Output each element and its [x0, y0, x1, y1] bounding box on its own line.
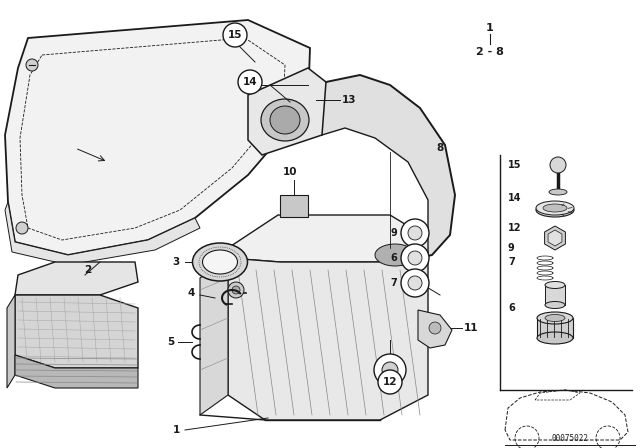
Ellipse shape — [375, 244, 415, 266]
Ellipse shape — [537, 312, 573, 324]
Polygon shape — [228, 215, 428, 262]
Polygon shape — [200, 258, 228, 415]
Circle shape — [429, 322, 441, 334]
Ellipse shape — [543, 204, 567, 212]
Ellipse shape — [365, 237, 425, 272]
Text: 11: 11 — [464, 323, 479, 333]
Text: 1: 1 — [486, 23, 494, 33]
Text: 9: 9 — [390, 228, 397, 238]
Text: 5: 5 — [167, 337, 174, 347]
Text: 10: 10 — [283, 167, 297, 177]
Ellipse shape — [536, 201, 574, 215]
Text: 7: 7 — [390, 278, 397, 288]
Circle shape — [408, 276, 422, 290]
Circle shape — [550, 157, 566, 173]
Polygon shape — [228, 252, 428, 420]
Text: 6: 6 — [390, 253, 397, 263]
Polygon shape — [15, 295, 138, 368]
Circle shape — [382, 362, 398, 378]
Text: 14: 14 — [243, 77, 257, 87]
Ellipse shape — [536, 203, 574, 217]
Circle shape — [223, 23, 247, 47]
Text: 4: 4 — [188, 288, 195, 298]
Polygon shape — [5, 20, 310, 255]
Text: 1: 1 — [173, 425, 180, 435]
Ellipse shape — [261, 99, 309, 141]
Circle shape — [374, 354, 406, 386]
Ellipse shape — [545, 281, 565, 289]
Text: 2 - 8: 2 - 8 — [476, 47, 504, 57]
Polygon shape — [7, 295, 15, 388]
Circle shape — [228, 282, 244, 298]
Ellipse shape — [549, 189, 567, 195]
Text: 14: 14 — [508, 193, 522, 203]
Bar — [545, 285, 565, 305]
Polygon shape — [15, 262, 138, 295]
Text: 15: 15 — [508, 160, 522, 170]
Circle shape — [378, 370, 402, 394]
Polygon shape — [15, 355, 138, 388]
Bar — [537, 318, 573, 338]
Text: 6: 6 — [508, 303, 515, 313]
Text: 13: 13 — [342, 95, 356, 105]
Text: 12: 12 — [508, 223, 522, 233]
Circle shape — [16, 222, 28, 234]
Polygon shape — [5, 202, 200, 265]
Circle shape — [401, 244, 429, 272]
Ellipse shape — [193, 243, 248, 281]
Text: 00075022: 00075022 — [552, 434, 589, 443]
Polygon shape — [322, 75, 455, 262]
Polygon shape — [418, 310, 452, 348]
Bar — [280, 195, 308, 217]
Circle shape — [408, 226, 422, 240]
Text: 8: 8 — [436, 143, 444, 153]
Ellipse shape — [270, 106, 300, 134]
Ellipse shape — [545, 314, 565, 322]
Ellipse shape — [537, 332, 573, 344]
Circle shape — [238, 70, 262, 94]
Circle shape — [401, 219, 429, 247]
Text: 9: 9 — [508, 243, 515, 253]
Ellipse shape — [545, 302, 565, 309]
Circle shape — [232, 286, 240, 294]
Circle shape — [401, 269, 429, 297]
Text: 2: 2 — [84, 265, 92, 275]
Ellipse shape — [202, 250, 237, 274]
Circle shape — [408, 251, 422, 265]
Text: 7: 7 — [508, 257, 515, 267]
Circle shape — [26, 59, 38, 71]
Text: 3: 3 — [173, 257, 180, 267]
Text: 12: 12 — [383, 377, 397, 387]
Text: 15: 15 — [228, 30, 243, 40]
Polygon shape — [248, 68, 326, 155]
